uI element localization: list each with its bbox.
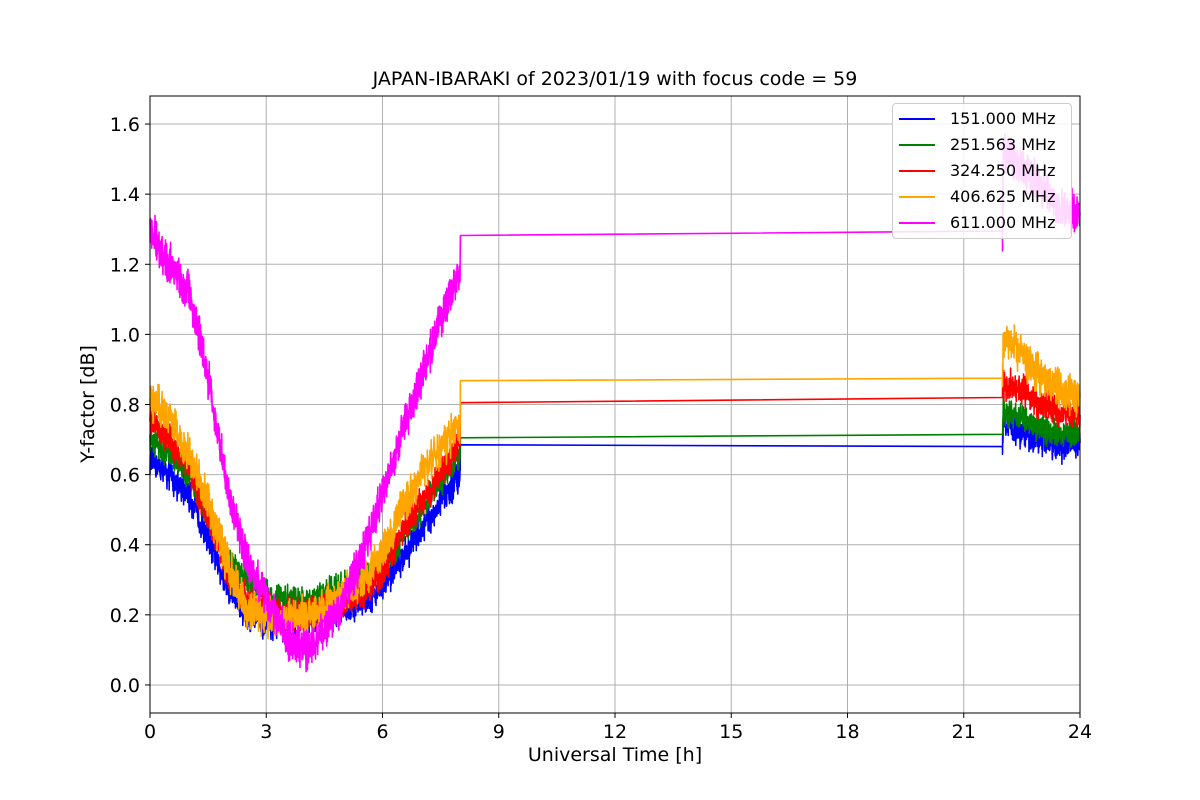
axis-ticks: 0 3 6 9 12 15 18 21 24 0.0 0.2 0.4 0.6 0.8 1.0 1.2 1.4 1.… [110, 114, 1092, 743]
y-tick-label: 0.6 [110, 465, 140, 487]
y-tick-label: 1.4 [110, 184, 140, 206]
x-tick-label: 9 [493, 721, 505, 743]
y-tick-label: 0.0 [110, 675, 140, 697]
x-tick-label: 3 [260, 721, 272, 743]
legend-item-251mhz: 251.563 MHz [893, 132, 1073, 158]
y-axis-label: Y-factor [dB] [77, 345, 99, 463]
legend-label: 324.250 MHz [950, 161, 1056, 180]
x-axis-label: Universal Time [h] [527, 744, 703, 766]
legend: 151.000 MHz 251.563 MHz 324.250 MHz 406.… [892, 103, 1072, 239]
chart-title: JAPAN-IBARAKI of 2023/01/19 with focus c… [372, 68, 858, 90]
x-tick-label: 12 [603, 721, 627, 743]
y-tick-label: 0.8 [110, 395, 140, 417]
legend-item-406mhz: 406.625 MHz [893, 184, 1073, 210]
legend-label: 151.000 MHz [950, 109, 1056, 128]
x-tick-label: 18 [835, 721, 859, 743]
y-tick-label: 1.0 [110, 324, 140, 346]
legend-swatch [899, 170, 935, 172]
legend-item-151mhz: 151.000 MHz [893, 106, 1073, 132]
legend-label: 251.563 MHz [950, 135, 1056, 154]
x-tick-label: 15 [719, 721, 743, 743]
legend-item-611mhz: 611.000 MHz [893, 210, 1073, 236]
y-tick-label: 1.2 [110, 254, 140, 276]
legend-label: 406.625 MHz [950, 187, 1056, 206]
y-tick-label: 0.4 [110, 535, 140, 557]
x-tick-label: 21 [952, 721, 976, 743]
legend-swatch [899, 196, 935, 198]
legend-swatch [899, 222, 935, 224]
y-tick-label: 1.6 [110, 114, 140, 136]
y-tick-label: 0.2 [110, 605, 140, 627]
legend-item-324mhz: 324.250 MHz [893, 158, 1073, 184]
legend-swatch [899, 144, 935, 146]
legend-swatch [899, 118, 935, 120]
legend-label: 611.000 MHz [950, 213, 1056, 232]
series-line-3 [149, 324, 1081, 645]
x-tick-label: 24 [1068, 721, 1092, 743]
x-tick-label: 6 [376, 721, 388, 743]
plot-lines [149, 132, 1081, 673]
x-tick-label: 0 [144, 721, 156, 743]
